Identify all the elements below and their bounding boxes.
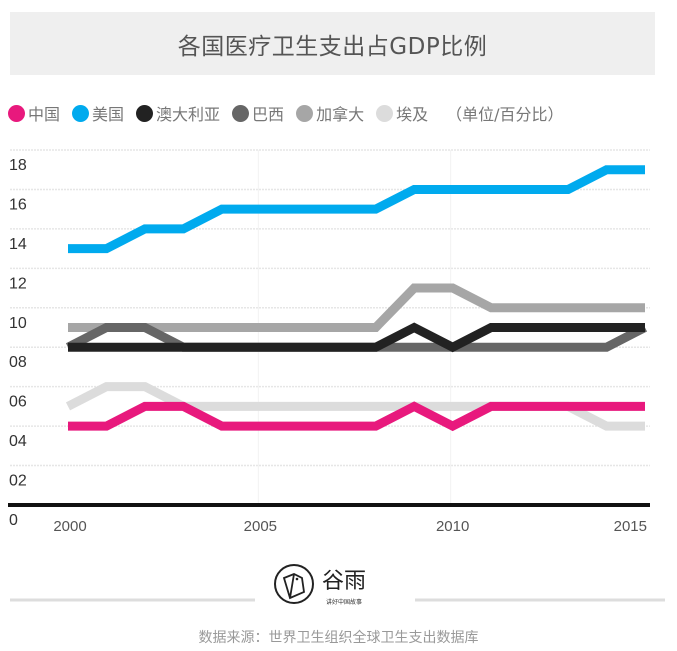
unit-note: （单位/百分比） — [446, 105, 564, 124]
legend-swatch — [8, 104, 25, 122]
legend-label: 巴西 — [252, 105, 285, 124]
logo: 谷雨 讲好中国故事 — [272, 562, 366, 606]
x-tick-label: 2010 — [436, 518, 469, 535]
y-tick-label: 0 — [9, 512, 18, 529]
x-tick-label: 2005 — [244, 518, 277, 535]
title-bar: 各国医疗卫生支出占GDP比例 — [10, 12, 655, 75]
y-tick-label: 06 — [9, 394, 27, 411]
legend-item-australia: 澳大利亚 — [136, 101, 220, 125]
legend-swatch — [376, 104, 394, 122]
legend-item-egypt: 埃及 — [376, 101, 428, 125]
legend-item-china: 中国 — [8, 101, 60, 125]
y-tick-label: 04 — [9, 433, 27, 450]
bird-logo-icon — [274, 564, 314, 604]
legend-label: 澳大利亚 — [156, 105, 221, 124]
y-tick-label: 18 — [9, 157, 27, 174]
legend-swatch — [296, 104, 314, 122]
series-line-4 — [68, 283, 645, 332]
x-tick-label: 2015 — [614, 518, 647, 535]
series-line-0 — [68, 401, 645, 432]
legend-label: 加拿大 — [316, 105, 365, 124]
legend-label: 美国 — [92, 105, 125, 124]
data-source: 数据来源：世界卫生组织全球卫生支出数据库 — [198, 630, 479, 646]
y-tick-label: 14 — [9, 236, 27, 253]
y-tick-label: 02 — [9, 473, 27, 490]
legend-label: 中国 — [28, 105, 61, 124]
y-tick-label: 10 — [9, 315, 27, 332]
legend-item-usa: 美国 — [72, 101, 124, 125]
logo-title: 谷雨 — [322, 568, 367, 594]
legend-item-brazil: 巴西 — [232, 101, 284, 125]
legend-swatch — [72, 104, 90, 122]
legend-label: 埃及 — [396, 105, 429, 124]
legend-swatch — [136, 104, 154, 122]
y-tick-label: 12 — [9, 275, 27, 292]
x-tick-label: 2000 — [53, 518, 86, 535]
y-tick-label: 16 — [9, 196, 27, 213]
chart-title: 各国医疗卫生支出占GDP比例 — [177, 33, 488, 60]
legend-swatch — [232, 104, 250, 122]
series-line-2 — [68, 322, 645, 353]
legend-item-canada: 加拿大 — [296, 101, 364, 125]
y-tick-label: 08 — [9, 354, 27, 371]
legend: 中国 美国 澳大利亚 巴西 加拿大 埃及 （单位/百分比） — [8, 101, 564, 125]
logo-subtitle: 讲好中国故事 — [326, 598, 363, 606]
series-line-1 — [68, 165, 645, 254]
